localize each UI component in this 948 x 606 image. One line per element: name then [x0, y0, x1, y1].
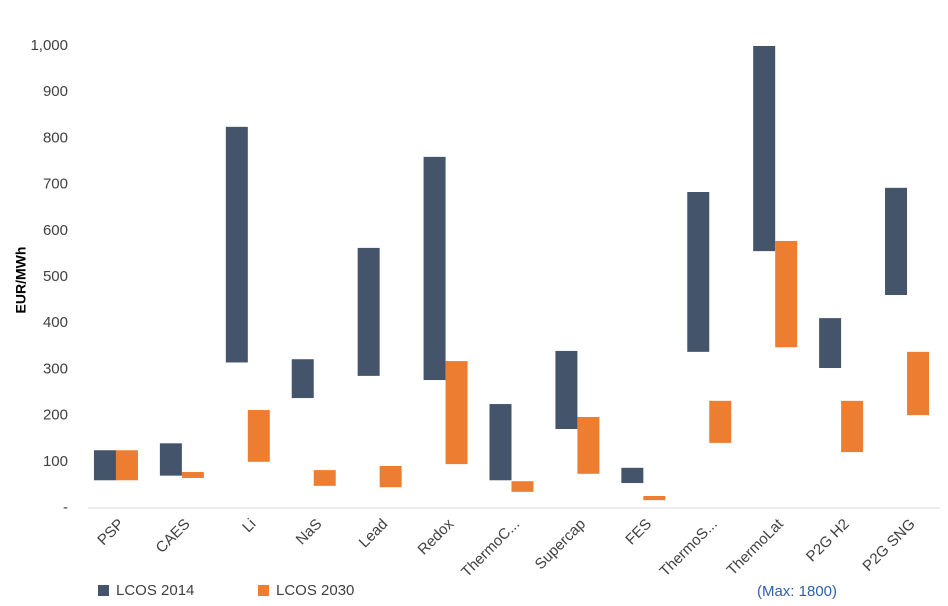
range-bar [885, 187, 908, 296]
y-tick-label: 100 [43, 453, 68, 470]
legend-label: LCOS 2014 [116, 582, 194, 599]
x-tick-label: Supercap [532, 516, 589, 573]
y-tick-label: 700 [43, 176, 68, 193]
y-tick-label: 500 [43, 268, 68, 285]
range-bar [93, 450, 116, 481]
range-bar [577, 416, 600, 474]
y-tick-label: 1,000 [30, 37, 68, 54]
x-tick-label: PSP [94, 516, 127, 549]
range-bar [753, 46, 776, 252]
range-bar [643, 495, 666, 501]
range-bar [423, 156, 446, 381]
x-tick-label: FES [622, 516, 655, 549]
range-bar [445, 361, 468, 465]
range-bar [489, 404, 512, 481]
range-bar [621, 467, 644, 484]
legend-swatch [258, 585, 269, 596]
range-bar [291, 359, 314, 399]
y-tick-label: 300 [43, 360, 68, 377]
range-bar [709, 400, 732, 443]
y-tick-label: 800 [43, 129, 68, 146]
y-tick-label: 900 [43, 83, 68, 100]
range-bar [841, 400, 864, 453]
x-tick-label: NaS [293, 516, 326, 549]
range-bar [115, 450, 138, 481]
range-bar [313, 470, 336, 486]
range-bar [159, 443, 182, 476]
range-bar [379, 465, 402, 488]
y-tick-label: 600 [43, 222, 68, 239]
x-tick-label: ThermoS... [656, 516, 720, 580]
range-bar [181, 471, 204, 478]
range-bar [247, 410, 270, 462]
x-tick-label: Lead [356, 516, 392, 552]
range-bar [775, 240, 798, 348]
x-tick-label: Redox [415, 515, 458, 558]
range-bar [687, 191, 710, 352]
x-tick-label: Li [239, 516, 259, 536]
x-tick-label: ThermoC... [458, 516, 523, 581]
range-bar [511, 481, 534, 492]
y-tick-label: - [63, 499, 68, 516]
annotation: (Max: 1800) [757, 583, 837, 600]
range-bar [555, 350, 578, 429]
range-bar [907, 351, 930, 416]
x-tick-label: CAES [153, 516, 194, 557]
x-tick-label: P2G H2 [803, 516, 853, 566]
range-bar [357, 247, 380, 376]
x-tick-label: ThermoLat [724, 515, 788, 579]
y-axis-label: EUR/MWh [13, 247, 29, 314]
range-bar [225, 126, 248, 363]
legend-swatch [98, 585, 109, 596]
range-bar [819, 318, 842, 369]
y-tick-label: 400 [43, 314, 68, 331]
legend-label: LCOS 2030 [276, 582, 354, 599]
y-tick-label: 200 [43, 407, 68, 424]
x-tick-label: P2G SNG [859, 516, 918, 575]
